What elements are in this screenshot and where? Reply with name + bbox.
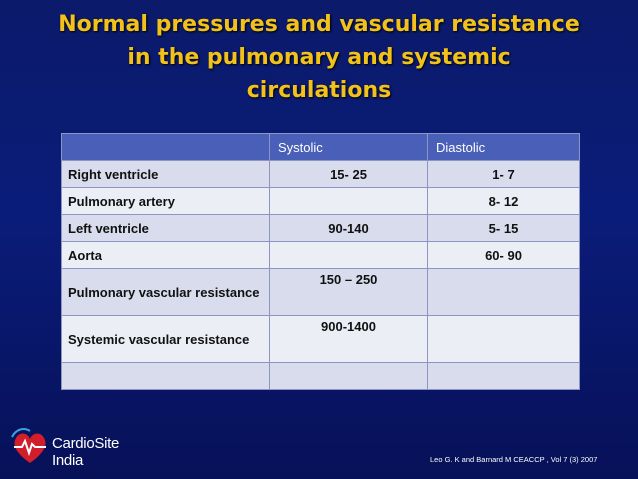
table-row: Aorta 60- 90 xyxy=(61,241,580,269)
diastolic-value: 5- 15 xyxy=(427,214,580,242)
pressure-table: Systolic Diastolic Right ventricle 15- 2… xyxy=(61,133,580,390)
systolic-value: 150 – 250 xyxy=(269,268,428,316)
row-label: Pulmonary artery xyxy=(61,187,270,215)
table-row: Pulmonary vascular resistance 150 – 250 xyxy=(61,268,580,316)
table-row: Left ventricle 90-140 5- 15 xyxy=(61,214,580,242)
systolic-value: 90-140 xyxy=(269,214,428,242)
table-row: Right ventricle 15- 25 1- 7 xyxy=(61,160,580,188)
diastolic-value: 1- 7 xyxy=(427,160,580,188)
header-cell-label xyxy=(61,133,270,161)
header-cell-diastolic: Diastolic xyxy=(427,133,580,161)
systolic-value xyxy=(269,362,428,390)
row-label: Pulmonary vascular resistance xyxy=(61,268,270,316)
systolic-value: 900-1400 xyxy=(269,315,428,363)
cardiosite-logo: CardioSite India xyxy=(8,425,148,469)
diastolic-value: 8- 12 xyxy=(427,187,580,215)
table-header-row: Systolic Diastolic xyxy=(61,133,580,161)
slide-title: Normal pressures and vascular resistance… xyxy=(20,8,618,107)
logo-text: CardioSite India xyxy=(52,435,120,469)
row-label xyxy=(61,362,270,390)
diastolic-value: 60- 90 xyxy=(427,241,580,269)
row-label: Right ventricle xyxy=(61,160,270,188)
title-line-2: in the pulmonary and systemic xyxy=(127,45,511,70)
systolic-value xyxy=(269,187,428,215)
heart-icon xyxy=(11,428,46,463)
header-cell-systolic: Systolic xyxy=(269,133,428,161)
table-row: Systemic vascular resistance 900-1400 xyxy=(61,315,580,363)
table-row: Pulmonary artery 8- 12 xyxy=(61,187,580,215)
row-label: Systemic vascular resistance xyxy=(61,315,270,363)
title-line-3: circulations xyxy=(246,78,392,103)
citation: Leo G. K and Barnard M CEACCP , Vol 7 (3… xyxy=(430,455,598,464)
title-line-1: Normal pressures and vascular resistance xyxy=(58,12,580,37)
diastolic-value xyxy=(427,268,580,316)
row-label: Left ventricle xyxy=(61,214,270,242)
systolic-value xyxy=(269,241,428,269)
diastolic-value xyxy=(427,362,580,390)
diastolic-value xyxy=(427,315,580,363)
row-label: Aorta xyxy=(61,241,270,269)
systolic-value: 15- 25 xyxy=(269,160,428,188)
table-row xyxy=(61,362,580,390)
